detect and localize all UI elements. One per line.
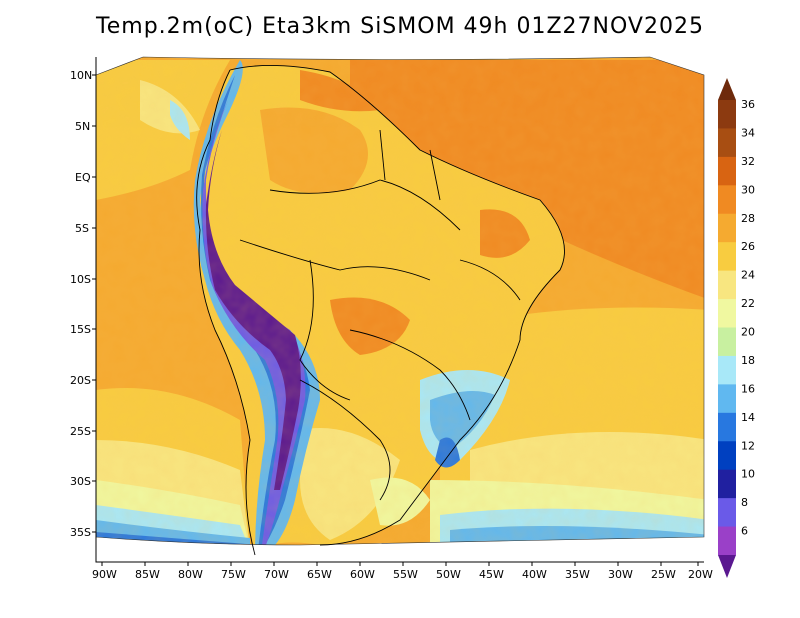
- colorbar-label: 6: [741, 525, 748, 538]
- colorbar-cell: [718, 327, 736, 357]
- colorbar-cell: [718, 270, 736, 300]
- colorbar-cell: [718, 355, 736, 385]
- colorbar-label: 8: [741, 496, 748, 509]
- colorbar-label: 16: [741, 382, 755, 395]
- colorbar-label: 22: [741, 297, 755, 310]
- colorbar-label: 32: [741, 155, 755, 168]
- lon-label: 25W: [651, 568, 676, 581]
- colorbar-label: 10: [741, 468, 755, 481]
- domain-outline: [95, 56, 705, 546]
- lat-label: 10S: [70, 273, 91, 286]
- lon-label: 55W: [393, 568, 418, 581]
- lon-label: 30W: [608, 568, 633, 581]
- temperature-field: [96, 57, 704, 545]
- colorbar-cell: [718, 242, 736, 272]
- colorbar-label: 26: [741, 240, 755, 253]
- colorbar-cell: [718, 100, 736, 129]
- colorbar-label: 12: [741, 439, 755, 452]
- lon-label: 70W: [264, 568, 289, 581]
- lon-label: 60W: [350, 568, 375, 581]
- lat-label: 20S: [70, 374, 91, 387]
- longitude-axis: 90W 85W 80W 75W 70W 65W 60W 55W 50W 45W …: [92, 568, 713, 581]
- map-title: Temp.2m(oC) Eta3km SiSMOM 49h 01Z27NOV20…: [96, 14, 704, 39]
- political-boundaries: [196, 65, 565, 556]
- colorbar-label: 24: [741, 269, 755, 282]
- colorbar-cell: [718, 498, 736, 528]
- colorbar-cell: [718, 412, 736, 442]
- lon-label: 45W: [479, 568, 504, 581]
- colorbar: 36 34 32 30 28 26 24 22 20 18 16 14 12 10 8 6: [718, 78, 755, 578]
- lon-label: 50W: [436, 568, 461, 581]
- lon-label: 65W: [307, 568, 332, 581]
- lon-label: 80W: [178, 568, 203, 581]
- colorbar-cell: [718, 299, 736, 328]
- lon-label: 75W: [221, 568, 246, 581]
- colorbar-cell: [718, 526, 736, 556]
- colorbar-label: 34: [741, 126, 755, 139]
- colorbar-label: 14: [741, 411, 755, 424]
- colorbar-min-arrow: [718, 555, 736, 578]
- lat-label: EQ: [75, 171, 91, 184]
- colorbar-label: 18: [741, 354, 755, 367]
- colorbar-label: 20: [741, 326, 755, 339]
- colorbar-max-arrow: [718, 78, 736, 100]
- colorbar-cell: [718, 156, 736, 186]
- colorbar-label: 30: [741, 183, 755, 196]
- lon-label: 85W: [135, 568, 160, 581]
- lat-label: 5N: [75, 120, 90, 133]
- lon-label: 90W: [92, 568, 117, 581]
- lat-label: 5S: [75, 222, 89, 235]
- colorbar-cell: [718, 384, 736, 414]
- lat-label: 30S: [70, 475, 91, 488]
- lat-label: 15S: [70, 323, 91, 336]
- colorbar-cell: [718, 469, 736, 499]
- lat-label: 35S: [70, 526, 91, 539]
- lat-label: 10N: [70, 69, 92, 82]
- lon-label: 35W: [565, 568, 590, 581]
- colorbar-cell: [718, 213, 736, 243]
- latitude-axis: 10N 5N EQ 5S 10S 15S 20S 25S 30S 35S: [70, 69, 92, 539]
- colorbar-label: 28: [741, 212, 755, 225]
- lon-label: 20W: [688, 568, 713, 581]
- axis-ticks: [92, 57, 704, 566]
- colorbar-cell: [718, 128, 736, 158]
- colorbar-label: 36: [741, 98, 755, 111]
- colorbar-cell: [718, 185, 736, 215]
- lat-label: 25S: [70, 425, 91, 438]
- lon-label: 40W: [522, 568, 547, 581]
- colorbar-cell: [718, 441, 736, 471]
